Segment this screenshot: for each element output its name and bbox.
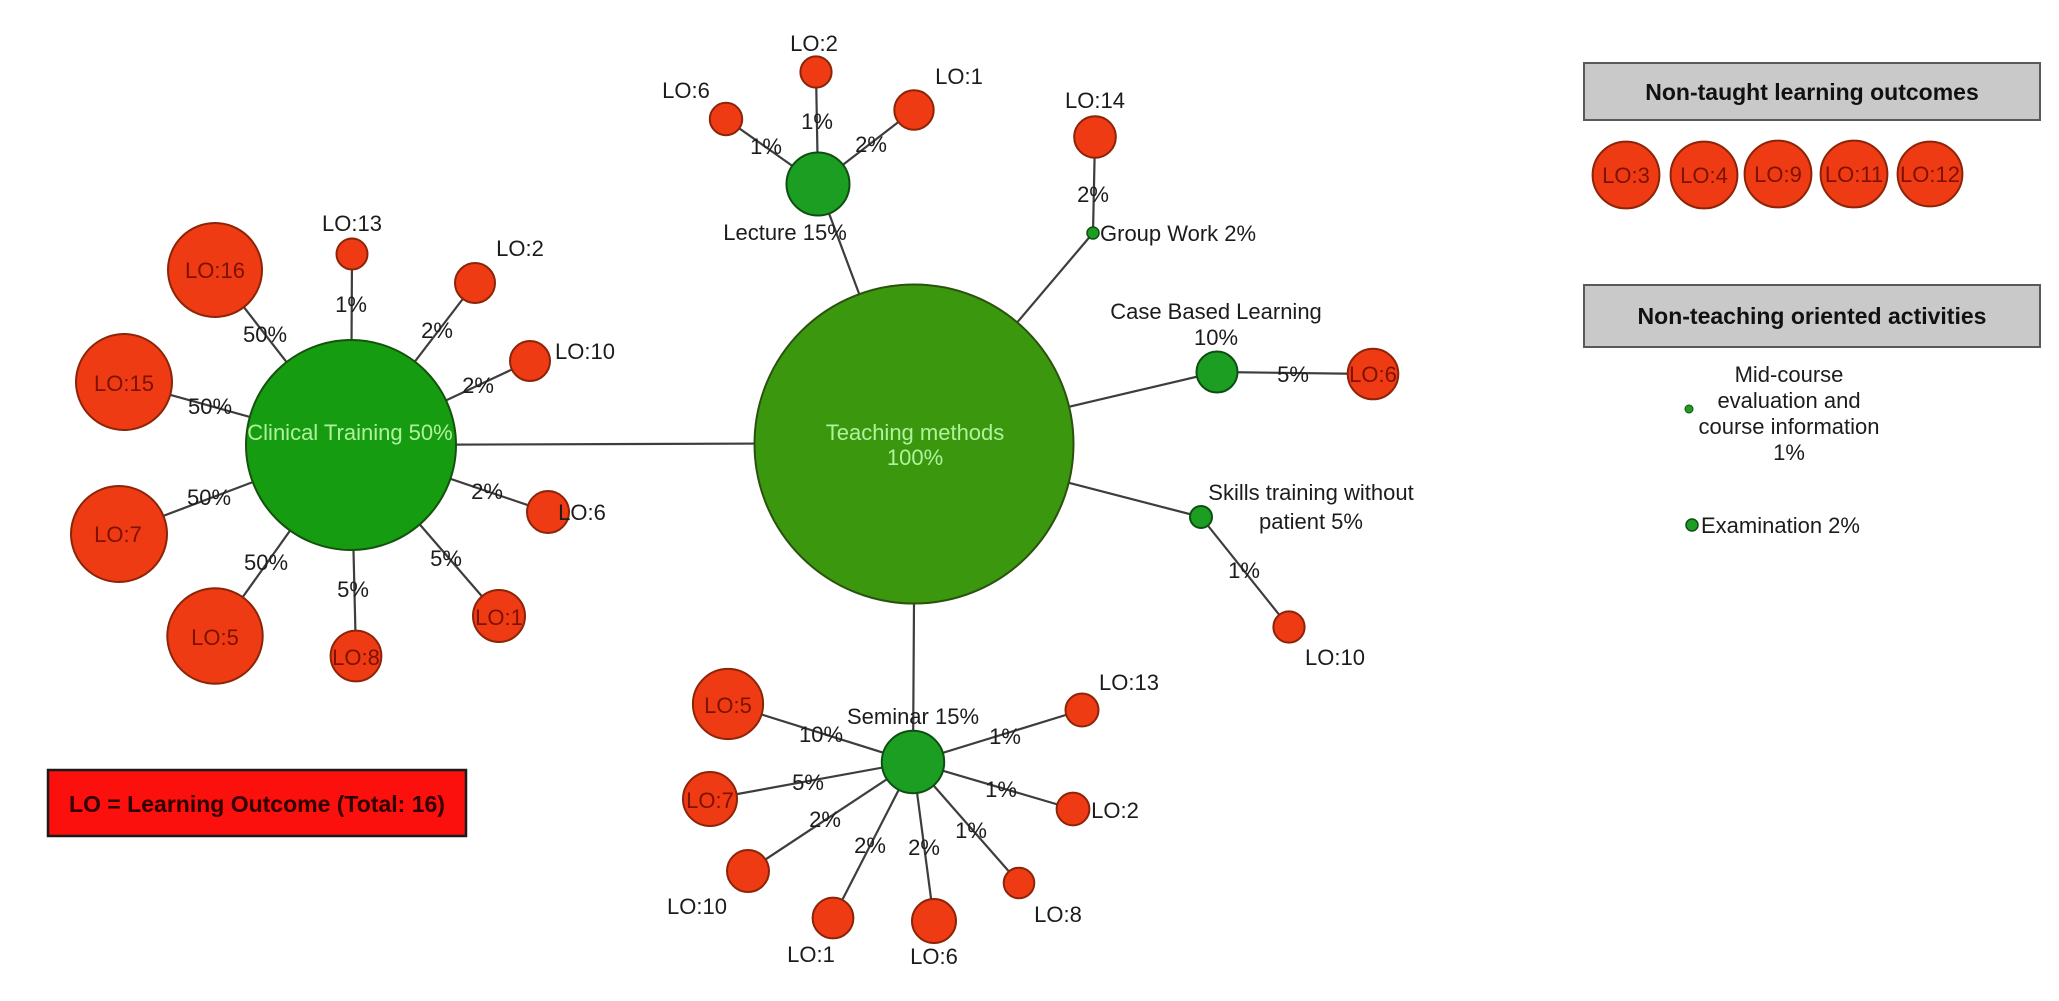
svg-text:Seminar 15%: Seminar 15% bbox=[847, 704, 979, 729]
svg-text:Non-taught learning outcomes: Non-taught learning outcomes bbox=[1645, 79, 1979, 105]
svg-text:5%: 5% bbox=[1277, 362, 1309, 387]
svg-text:2%: 2% bbox=[855, 132, 887, 157]
svg-text:LO:10: LO:10 bbox=[555, 339, 615, 364]
svg-text:LO:10: LO:10 bbox=[667, 894, 727, 919]
svg-text:1%: 1% bbox=[801, 109, 833, 134]
svg-text:LO:1: LO:1 bbox=[787, 942, 835, 967]
svg-text:LO:13: LO:13 bbox=[322, 211, 382, 236]
svg-text:Group Work 2%: Group Work 2% bbox=[1100, 221, 1256, 246]
svg-text:LO:9: LO:9 bbox=[1754, 162, 1802, 187]
svg-text:100%: 100% bbox=[887, 445, 943, 470]
svg-text:Lecture 15%: Lecture 15% bbox=[723, 220, 847, 245]
svg-text:2%: 2% bbox=[471, 479, 503, 504]
svg-text:2%: 2% bbox=[421, 318, 453, 343]
svg-text:5%: 5% bbox=[337, 577, 369, 602]
svg-text:LO:13: LO:13 bbox=[1099, 670, 1159, 695]
svg-text:LO:14: LO:14 bbox=[1065, 88, 1125, 113]
svg-text:10%: 10% bbox=[1194, 325, 1238, 350]
svg-text:Teaching methods: Teaching methods bbox=[826, 420, 1005, 445]
svg-text:LO:1: LO:1 bbox=[935, 64, 983, 89]
svg-text:2%: 2% bbox=[809, 807, 841, 832]
svg-text:Case Based Learning: Case Based Learning bbox=[1110, 299, 1322, 324]
svg-text:LO:15: LO:15 bbox=[94, 371, 154, 396]
svg-text:LO:2: LO:2 bbox=[496, 236, 544, 261]
svg-text:Skills training without: Skills training without bbox=[1208, 480, 1413, 505]
svg-text:LO:6: LO:6 bbox=[662, 78, 710, 103]
svg-text:5%: 5% bbox=[430, 546, 462, 571]
svg-text:LO:2: LO:2 bbox=[1091, 798, 1139, 823]
svg-text:LO:5: LO:5 bbox=[704, 693, 752, 718]
svg-text:LO:7: LO:7 bbox=[94, 522, 142, 547]
svg-text:LO:8: LO:8 bbox=[332, 645, 380, 670]
svg-text:1%: 1% bbox=[985, 777, 1017, 802]
svg-text:LO:6: LO:6 bbox=[558, 500, 606, 525]
svg-text:LO:6: LO:6 bbox=[910, 944, 958, 969]
svg-text:LO:11: LO:11 bbox=[1825, 162, 1883, 187]
svg-text:10%: 10% bbox=[799, 722, 843, 747]
svg-text:patient 5%: patient 5% bbox=[1259, 509, 1363, 534]
svg-text:LO:6: LO:6 bbox=[1349, 362, 1397, 387]
svg-text:1%: 1% bbox=[750, 134, 782, 159]
svg-text:LO:8: LO:8 bbox=[1034, 902, 1082, 927]
svg-text:50%: 50% bbox=[188, 394, 232, 419]
svg-text:2%: 2% bbox=[854, 833, 886, 858]
svg-text:LO:5: LO:5 bbox=[191, 625, 239, 650]
svg-text:50%: 50% bbox=[243, 322, 287, 347]
svg-text:Clinical Training 50%: Clinical Training 50% bbox=[247, 420, 452, 445]
svg-text:LO:2: LO:2 bbox=[790, 31, 838, 56]
svg-text:course information: course information bbox=[1699, 414, 1880, 439]
svg-text:LO:12: LO:12 bbox=[1900, 162, 1960, 187]
svg-text:LO:1: LO:1 bbox=[475, 605, 523, 630]
svg-text:LO:3: LO:3 bbox=[1602, 163, 1650, 188]
svg-text:evaluation and: evaluation and bbox=[1717, 388, 1860, 413]
svg-text:5%: 5% bbox=[792, 770, 824, 795]
svg-text:Mid-course: Mid-course bbox=[1735, 362, 1844, 387]
svg-text:LO:16: LO:16 bbox=[185, 258, 245, 283]
svg-text:1%: 1% bbox=[1228, 558, 1260, 583]
svg-text:1%: 1% bbox=[335, 292, 367, 317]
svg-text:LO:4: LO:4 bbox=[1680, 163, 1728, 188]
svg-text:LO:10: LO:10 bbox=[1305, 645, 1365, 670]
svg-text:50%: 50% bbox=[244, 550, 288, 575]
svg-text:50%: 50% bbox=[187, 485, 231, 510]
svg-text:1%: 1% bbox=[955, 818, 987, 843]
svg-text:2%: 2% bbox=[462, 373, 494, 398]
svg-text:Examination 2%: Examination 2% bbox=[1701, 513, 1860, 538]
svg-text:LO = Learning Outcome (Total:: LO = Learning Outcome (Total: 16) bbox=[69, 791, 445, 817]
svg-text:1%: 1% bbox=[1773, 440, 1805, 465]
svg-text:Non-teaching oriented activiti: Non-teaching oriented activities bbox=[1638, 303, 1987, 329]
svg-text:LO:7: LO:7 bbox=[686, 788, 734, 813]
svg-text:1%: 1% bbox=[989, 724, 1021, 749]
svg-text:2%: 2% bbox=[908, 835, 940, 860]
svg-text:2%: 2% bbox=[1077, 182, 1109, 207]
